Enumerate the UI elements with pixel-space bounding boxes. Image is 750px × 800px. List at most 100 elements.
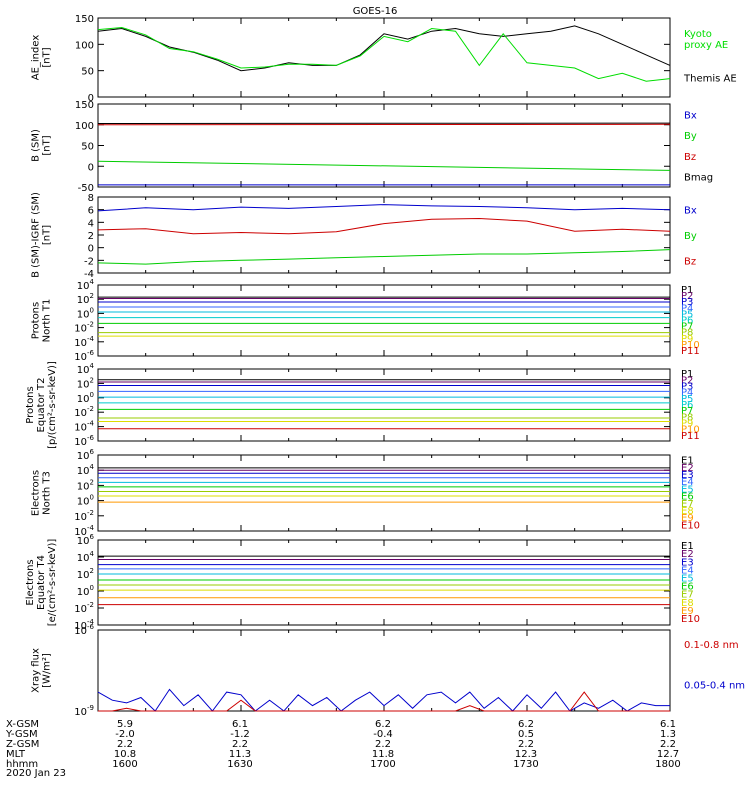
y-tick-base: 10: [77, 481, 90, 492]
y-axis-label-line: North T3: [42, 471, 53, 515]
y-tick-base: 10: [74, 512, 87, 523]
y-tick-base: 10: [74, 621, 87, 632]
y-axis-label-line: [p/(cm²-s-sr-keV)]: [47, 361, 58, 449]
footer-value: 1630: [227, 759, 252, 770]
footer-value: 2.2: [117, 739, 133, 750]
y-tick-base: 10: [77, 309, 90, 320]
y-axis-label-line: Equator T4: [36, 555, 47, 610]
y-axis-label-line: [nT]: [42, 135, 53, 155]
series-bx-line: [97, 204, 671, 212]
y-tick-exponent: 2: [90, 567, 94, 575]
y-axis-label-0: AE_index [nT]: [31, 35, 53, 81]
y-tick-exponent: 6: [90, 448, 95, 456]
y-tick-label: 8: [88, 193, 94, 204]
y-axis-label-line: [e/(cm²-s-sr-keV)]: [47, 539, 58, 627]
y-tick-label: 100: [77, 391, 94, 405]
y-tick-exponent: 0: [90, 391, 94, 399]
footer-value: 2.2: [660, 739, 676, 750]
y-tick-label: 100: [77, 584, 94, 598]
series-kyoto-proxy-ae-line: [97, 26, 671, 82]
channel-label-P5: P5: [681, 309, 693, 320]
y-axis-label-line: Xray flux: [31, 648, 42, 693]
y-tick-exponent: 4: [90, 362, 95, 370]
legend-label-1: Bmag: [684, 173, 713, 184]
channel-label-P3: P3: [681, 297, 693, 308]
footer-label-mlt: MLT: [6, 749, 26, 760]
plot-title: GOES-16: [353, 6, 398, 17]
channel-label-E3: E3: [681, 470, 694, 481]
channel-label-E7: E7: [681, 499, 694, 510]
y-tick-base: 10: [74, 707, 87, 718]
footer-label-y-gsm: Y-GSM: [5, 729, 38, 740]
channel-label-E4: E4: [681, 477, 694, 488]
y-tick-label: 104: [77, 362, 95, 376]
channel-label-E1: E1: [681, 541, 694, 552]
channel-label-P8: P8: [681, 412, 693, 423]
y-tick-base: 10: [77, 451, 90, 462]
y-tick-label: 0: [88, 162, 94, 173]
y-tick-exponent: -4: [87, 420, 95, 428]
legend-label-1: By: [684, 131, 697, 142]
y-tick-exponent: -4: [87, 618, 95, 626]
y-tick-base: 10: [77, 570, 90, 581]
footer-value: 1800: [655, 759, 680, 770]
y-tick-exponent: 6: [90, 533, 95, 541]
y-axis-label-line: Electrons: [25, 559, 36, 605]
channel-label-P6: P6: [681, 316, 693, 327]
y-tick-label: 10-4: [74, 420, 94, 434]
y-tick-base: 10: [77, 394, 90, 405]
legend-label-2: By: [684, 231, 697, 242]
channel-label-P8: P8: [681, 328, 693, 339]
channel-label-P10: P10: [681, 425, 700, 436]
footer-value: 10.8: [114, 749, 136, 760]
footer-value: 2.2: [375, 739, 391, 750]
y-tick-exponent: 2: [90, 478, 94, 486]
y-tick-exponent: -4: [87, 335, 95, 343]
date-label: 2020 Jan 23: [6, 768, 66, 779]
y-tick-label: 2: [88, 231, 94, 242]
y-tick-label: 10-2: [74, 405, 94, 419]
y-tick-base: 10: [77, 466, 90, 477]
y-tick-base: 10: [74, 437, 87, 448]
y-tick-label: 6: [88, 206, 94, 217]
y-tick-exponent: 0: [90, 306, 94, 314]
y-tick-label: 150: [75, 14, 94, 25]
channel-label-E6: E6: [681, 582, 694, 593]
y-tick-label: 50: [81, 67, 94, 78]
series-bz-line: [97, 123, 671, 126]
footer-label-z-gsm: Z-GSM: [6, 739, 39, 750]
y-axis-label-3: Protons North T1: [31, 299, 53, 343]
y-tick-label: 100: [75, 121, 94, 132]
y-tick-base: 10: [77, 587, 90, 598]
y-tick-label: 150: [75, 100, 94, 111]
legend-label-2: Bx: [684, 206, 697, 217]
legend-label-0: proxy AE: [684, 40, 728, 51]
y-tick-label: 50: [81, 142, 94, 153]
footer-value: 2.2: [518, 739, 534, 750]
channel-label-E6: E6: [681, 492, 694, 503]
y-axis-label-6: Electrons Equator T4 [e/(cm²-s-sr-keV)]: [25, 539, 58, 627]
y-tick-exponent: -2: [87, 509, 94, 517]
y-tick-base: 10: [74, 626, 87, 637]
channel-label-E5: E5: [681, 484, 694, 495]
y-axis-label-line: Electrons: [31, 470, 42, 516]
footer-value: 11.8: [372, 749, 394, 760]
channel-label-P5: P5: [681, 394, 693, 405]
y-tick-label: 102: [77, 292, 94, 306]
channel-label-P1: P1: [681, 285, 693, 296]
y-axis-label-5: Electrons North T3: [31, 470, 53, 516]
footer-value: 1600: [112, 759, 137, 770]
y-tick-label: 10-9: [74, 704, 94, 718]
y-tick-exponent: -6: [87, 623, 95, 631]
y-axis-label-4: Protons Equator T2 [p/(cm²-s-sr-keV)]: [25, 361, 58, 449]
channel-label-E10: E10: [681, 520, 700, 531]
channel-label-E8: E8: [681, 598, 694, 609]
footer-value: 5.9: [117, 719, 133, 730]
footer-value: 11.3: [229, 749, 251, 760]
legend-label-0: Kyoto: [684, 29, 712, 40]
y-axis-label-line: B (SM)-IGRF (SM): [31, 192, 42, 278]
y-tick-exponent: -2: [87, 321, 94, 329]
legend-label-1: Bz: [684, 152, 696, 163]
y-axis-label-line: B (SM): [31, 129, 42, 162]
y-tick-base: 10: [74, 352, 87, 363]
